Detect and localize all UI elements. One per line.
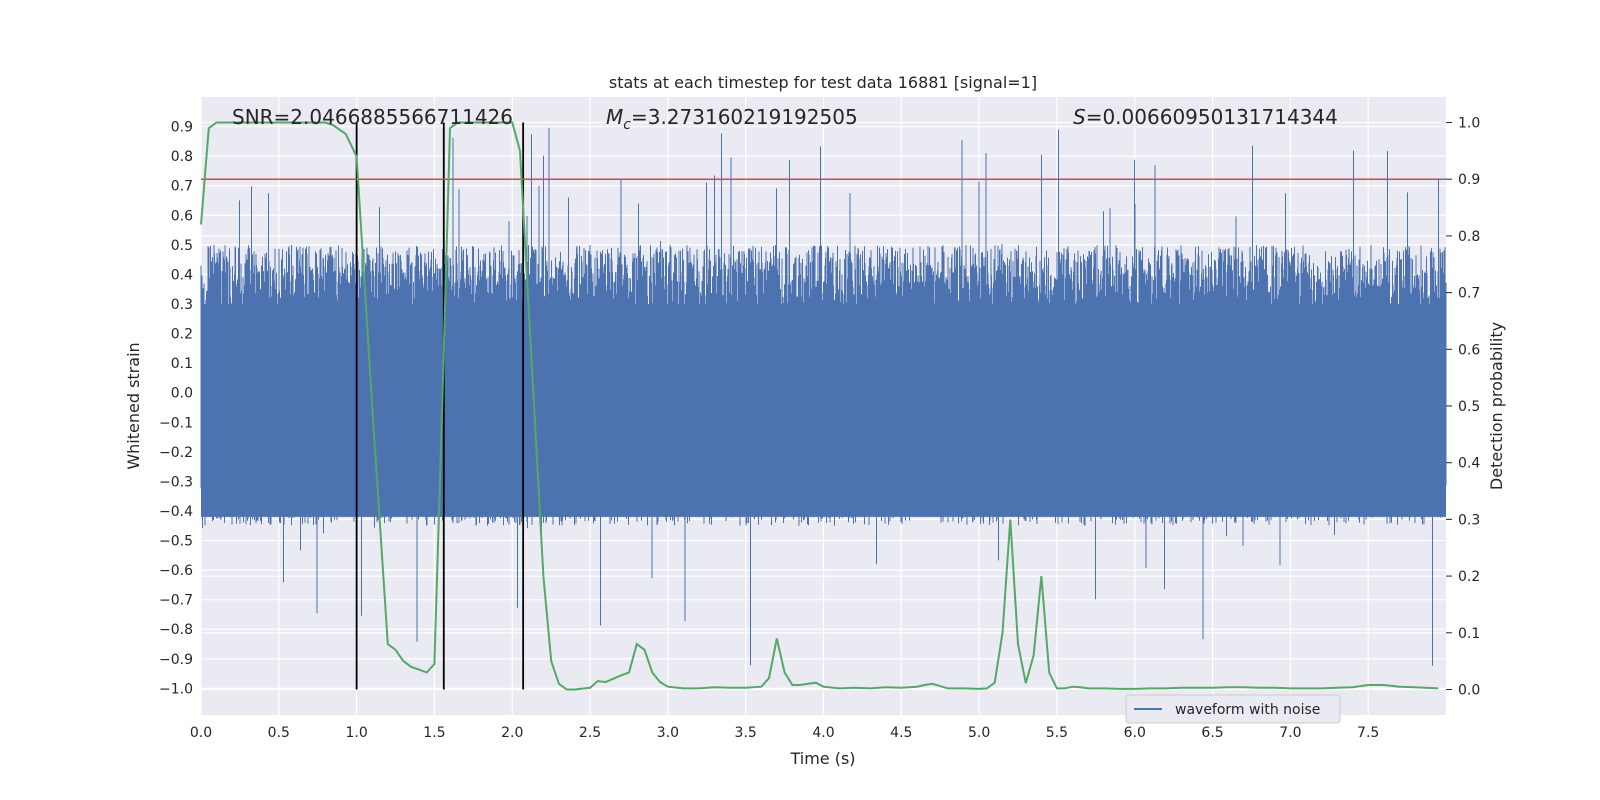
s-value: =0.00660950131714344 bbox=[1086, 105, 1338, 129]
chirp-mass-subscript: c bbox=[623, 117, 631, 133]
y-tick-label: −0.3 bbox=[159, 474, 193, 490]
y-tick-label: 0.6 bbox=[171, 208, 193, 224]
x-tick-label: 0.0 bbox=[190, 725, 212, 741]
legend-box bbox=[1125, 694, 1341, 724]
x-tick-label: 3.0 bbox=[657, 725, 679, 741]
y-tick-label: 0.7 bbox=[171, 179, 193, 195]
legend-label: waveform with noise bbox=[1175, 702, 1320, 718]
y-tick-label: 0.3 bbox=[171, 297, 193, 313]
x-tick-label: 6.5 bbox=[1201, 725, 1223, 741]
y2-tick-label: 0.8 bbox=[1458, 229, 1480, 245]
x-tick-label: 5.0 bbox=[968, 725, 990, 741]
x-axis-label: Time (s) bbox=[789, 749, 855, 768]
s-annotation: S=0.00660950131714344 bbox=[1073, 105, 1338, 129]
y-tick-label: −0.9 bbox=[159, 652, 193, 668]
x-tick-label: 1.0 bbox=[345, 725, 367, 741]
y-tick-label: −1.0 bbox=[159, 681, 193, 697]
y2-tick-label: 0.2 bbox=[1458, 569, 1480, 585]
y-tick-label: 0.8 bbox=[171, 149, 193, 165]
y2-axis-label: Detection probability bbox=[1487, 322, 1506, 490]
y-tick-label: 0.1 bbox=[171, 356, 193, 372]
x-tick-label: 2.0 bbox=[501, 725, 523, 741]
x-tick-label: 7.0 bbox=[1279, 725, 1301, 741]
snr-annotation: SNR=2.0466885566711426 bbox=[232, 105, 513, 129]
strain-series bbox=[200, 127, 1447, 666]
y-tick-label: −0.2 bbox=[159, 445, 193, 461]
x-tick-label: 0.5 bbox=[268, 725, 290, 741]
y-tick-label: 0.0 bbox=[171, 386, 193, 402]
y2-tick-label: 0.0 bbox=[1458, 682, 1480, 698]
y2-tick-label: 0.5 bbox=[1458, 399, 1480, 415]
probability-series bbox=[200, 121, 1439, 691]
chart-title: stats at each timestep for test data 168… bbox=[609, 73, 1037, 92]
y-tick-label: −0.7 bbox=[159, 593, 193, 609]
y2-tick-label: 0.4 bbox=[1458, 456, 1480, 472]
y2-tick-label: 1.0 bbox=[1458, 116, 1480, 132]
y2-tick-label: 0.3 bbox=[1458, 512, 1480, 528]
y-tick-label: −0.1 bbox=[159, 415, 193, 431]
x-tick-label: 4.5 bbox=[890, 725, 912, 741]
y-axis-label: Whitened strain bbox=[124, 342, 143, 469]
y2-tick-label: 0.9 bbox=[1458, 172, 1480, 188]
y2-tick-labels: 1.0 0.9 0.8 0.7 0.6 0.5 0.4 0.3 0.2 0.1 0.0 bbox=[1446, 116, 1480, 698]
x-tick-labels: 0.0 0.5 1.0 1.5 2.0 2.5 3.0 3.5 4.0 4.5 5.0 5.5 6.0 6… bbox=[190, 725, 1379, 741]
x-tick-label: 3.5 bbox=[735, 725, 757, 741]
x-tick-label: 6.0 bbox=[1124, 725, 1146, 741]
y-tick-label: −0.6 bbox=[159, 563, 193, 579]
chirp-mass-annotation: Mc=3.273160219192505 bbox=[606, 105, 858, 133]
y2-tick-label: 0.7 bbox=[1458, 286, 1480, 302]
x-tick-label: 5.5 bbox=[1046, 725, 1068, 741]
x-tick-label: 2.5 bbox=[579, 725, 601, 741]
probability-series-line bbox=[200, 121, 1439, 691]
s-symbol: S bbox=[1073, 105, 1086, 129]
chirp-mass-value: =3.273160219192505 bbox=[631, 105, 858, 129]
y-tick-label: −0.5 bbox=[159, 534, 193, 550]
y-tick-label: 0.4 bbox=[171, 267, 193, 283]
x-tick-label: 1.5 bbox=[423, 725, 445, 741]
y-tick-label: −0.8 bbox=[159, 622, 193, 638]
strain-series-path bbox=[200, 127, 1447, 666]
y-tick-label: −0.4 bbox=[159, 504, 193, 520]
x-tick-label: 4.0 bbox=[812, 725, 834, 741]
y-tick-label: 0.5 bbox=[171, 238, 193, 254]
y2-tick-label: 0.1 bbox=[1458, 626, 1480, 642]
y2-tick-label: 0.6 bbox=[1458, 342, 1480, 358]
y-tick-label: 0.2 bbox=[171, 327, 193, 343]
x-tick-label: 7.5 bbox=[1357, 725, 1379, 741]
y-tick-label: 0.9 bbox=[171, 120, 193, 136]
legend: waveform with noise bbox=[1125, 694, 1341, 724]
chirp-mass-symbol: M bbox=[606, 105, 623, 129]
y-tick-labels: 0.9 0.8 0.7 0.6 0.5 0.4 0.3 0.2 0.1 0.0 −0.1 −0.2 −0… bbox=[159, 120, 193, 698]
